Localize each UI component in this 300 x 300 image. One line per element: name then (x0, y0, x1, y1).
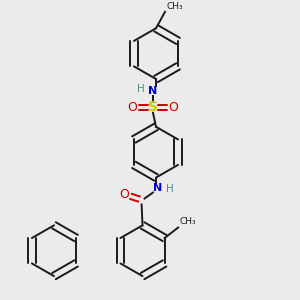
Text: O: O (169, 101, 178, 114)
Text: O: O (119, 188, 129, 201)
Text: CH₃: CH₃ (167, 2, 183, 11)
Text: CH₃: CH₃ (180, 217, 196, 226)
Text: N: N (148, 86, 158, 96)
Text: N: N (153, 183, 162, 193)
Text: H: H (166, 184, 174, 194)
Text: O: O (128, 101, 137, 114)
Text: H: H (137, 85, 145, 94)
Text: S: S (148, 100, 158, 114)
